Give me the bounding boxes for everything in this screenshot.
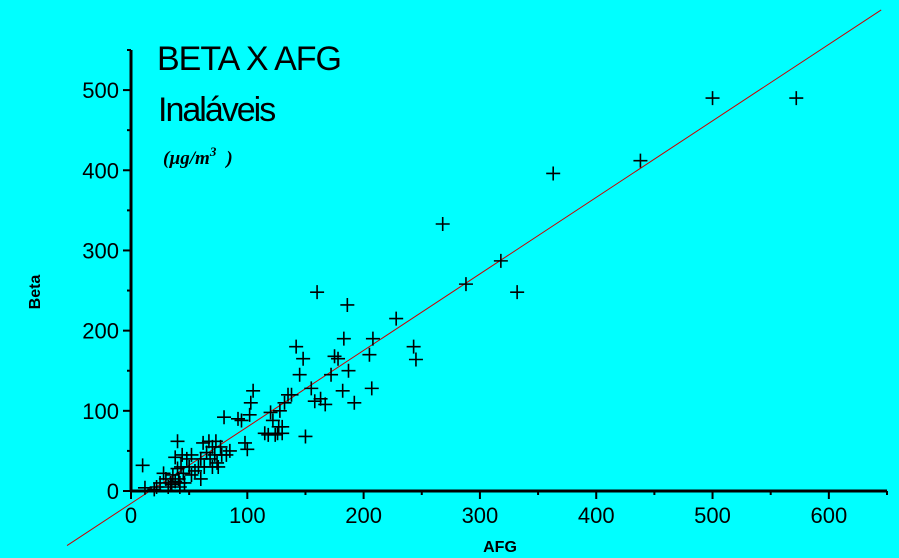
data-point — [240, 442, 254, 456]
units-label: (µg/m3) — [163, 144, 233, 169]
data-point — [194, 472, 208, 486]
y-tick-label: 100 — [82, 399, 119, 424]
x-tick-label: 100 — [229, 503, 266, 528]
x-axis-title: AFG — [483, 539, 517, 556]
data-point — [285, 388, 299, 402]
data-point — [341, 364, 355, 378]
data-point — [298, 429, 312, 443]
data-point — [706, 91, 720, 105]
data-point — [246, 384, 260, 398]
data-point — [168, 450, 182, 464]
y-tick-label: 200 — [82, 319, 119, 344]
data-point — [171, 434, 185, 448]
data-point — [340, 298, 354, 312]
x-tick-label: 0 — [125, 503, 137, 528]
y-axis-title: Beta — [27, 275, 44, 310]
data-point — [188, 464, 202, 478]
y-tick-label: 0 — [107, 479, 119, 504]
data-point — [293, 368, 307, 382]
data-point — [266, 413, 280, 427]
data-point — [296, 352, 310, 366]
data-point — [366, 332, 380, 346]
y-tick-label: 500 — [82, 78, 119, 103]
data-point — [546, 166, 560, 180]
data-point — [304, 381, 318, 395]
data-point — [407, 340, 421, 354]
data-point — [289, 340, 303, 354]
data-point — [264, 405, 278, 419]
units-main: (µg/m — [163, 148, 210, 169]
data-point — [231, 412, 245, 426]
data-point — [136, 458, 150, 472]
data-point — [328, 349, 342, 363]
data-point — [244, 396, 258, 410]
data-point — [223, 444, 237, 458]
data-point — [336, 384, 350, 398]
x-tick-label: 500 — [694, 503, 731, 528]
chart-subtitle: Inaláveis — [158, 91, 275, 129]
data-point — [459, 277, 473, 291]
data-point — [337, 332, 351, 346]
data-point — [184, 468, 198, 482]
units-superscript: 3 — [209, 144, 217, 159]
x-tick-label: 300 — [462, 503, 499, 528]
data-point — [347, 396, 361, 410]
data-point — [310, 285, 324, 299]
data-point — [389, 312, 403, 326]
data-point — [217, 410, 231, 424]
data-point — [211, 460, 225, 474]
data-point — [268, 428, 282, 442]
data-point — [308, 394, 322, 408]
chart-title: BETA X AFG — [157, 40, 341, 78]
data-point — [510, 285, 524, 299]
data-point — [196, 436, 210, 450]
x-tick-label: 600 — [810, 503, 847, 528]
data-point — [258, 426, 272, 440]
data-point — [494, 254, 508, 268]
x-tick-label: 200 — [345, 503, 382, 528]
units-close: ) — [224, 148, 232, 169]
data-point — [138, 481, 152, 495]
data-point — [789, 91, 803, 105]
data-point — [324, 368, 338, 382]
x-tick-label: 400 — [578, 503, 615, 528]
data-point — [436, 217, 450, 231]
y-tick-label: 300 — [82, 238, 119, 263]
y-tick-label: 400 — [82, 158, 119, 183]
data-point — [238, 436, 252, 450]
data-point — [409, 353, 423, 367]
data-point — [365, 381, 379, 395]
